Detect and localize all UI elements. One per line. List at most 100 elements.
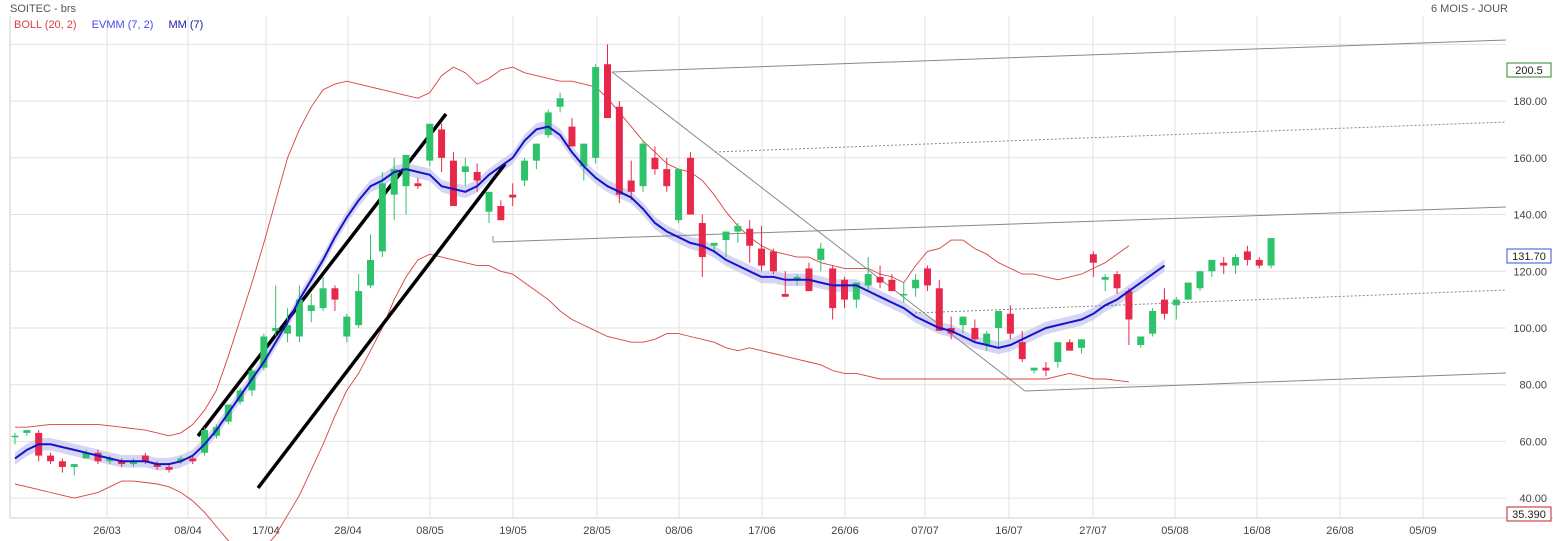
y-tick-label: 80.00	[1519, 380, 1547, 392]
candle-up	[1149, 310, 1157, 334]
boll-upper-line	[15, 66, 1130, 437]
candle-down	[1018, 342, 1026, 360]
candle-up	[130, 461, 137, 465]
candle-down	[1089, 254, 1097, 263]
candle-down	[1243, 251, 1251, 260]
x-tick-label: 05/09	[1409, 525, 1437, 537]
candle-down	[651, 157, 659, 170]
candle-down	[449, 160, 457, 207]
candle-up	[106, 458, 114, 462]
candle-up	[1172, 299, 1180, 306]
candle-up	[402, 154, 410, 187]
candle-down	[781, 293, 789, 297]
candle-up	[367, 259, 374, 286]
candle-up	[461, 166, 469, 172]
trend-channel-lower	[256, 162, 507, 490]
boll-lower-line	[14, 253, 1129, 541]
legend: BOLL (20, 2) EVMM (7, 2) MM (7)	[14, 19, 215, 31]
candle-up	[592, 67, 600, 158]
x-tick-label: 05/08	[1161, 525, 1189, 537]
x-tick-label: 08/05	[416, 525, 444, 537]
y-tick-label: 140.00	[1513, 210, 1547, 222]
candle-up	[1137, 336, 1145, 345]
candle-up	[864, 274, 872, 286]
x-tick-label: 16/07	[995, 525, 1023, 537]
candle-down	[829, 268, 837, 309]
x-tick-label: 08/06	[665, 525, 693, 537]
low-price-badge: 35.390	[1506, 506, 1552, 522]
candle-down	[923, 268, 931, 286]
candle-down	[1113, 274, 1121, 289]
candle-up	[319, 288, 327, 309]
legend-mm: MM (7)	[168, 19, 204, 31]
candle-up	[852, 282, 860, 300]
candle-up	[307, 305, 315, 311]
candle-up	[23, 430, 31, 433]
svg-text:35.390: 35.390	[1512, 509, 1546, 521]
candle-down	[118, 461, 126, 465]
candle-up	[295, 299, 303, 337]
legend-evmm: EVMM (7, 2)	[91, 19, 154, 31]
candle-down	[331, 288, 339, 300]
candle-down	[153, 464, 161, 467]
x-tick-label: 17/04	[252, 525, 280, 537]
x-tick-label: 19/05	[499, 525, 527, 537]
candle-up	[390, 169, 398, 195]
y-tick-label: 180.00	[1513, 96, 1547, 108]
x-tick-label: 28/04	[334, 525, 362, 537]
candle-down	[165, 466, 173, 470]
candle-down	[1042, 367, 1050, 371]
candle-down	[94, 452, 102, 462]
candle-up	[1078, 339, 1085, 348]
candle-down	[1255, 259, 1263, 266]
svg-text:131.70: 131.70	[1512, 251, 1546, 263]
candle-up	[983, 333, 991, 345]
candle-up	[722, 231, 730, 241]
candle-down	[473, 171, 481, 181]
fib-diagonal-line	[611, 71, 1026, 392]
candle-down	[746, 228, 754, 246]
candle-up	[70, 464, 78, 467]
candle-up	[343, 316, 351, 337]
candle-up	[793, 276, 801, 280]
candle-up	[734, 225, 742, 232]
candle-up	[1267, 238, 1275, 266]
candle-up	[284, 325, 292, 334]
fib-dotted_2-line	[914, 289, 1507, 314]
candle-up	[544, 112, 552, 136]
candle-up	[378, 183, 386, 252]
y-tick-label: 120.00	[1513, 266, 1547, 278]
candle-up	[1101, 276, 1109, 280]
candle-down	[604, 64, 611, 119]
candle-down	[497, 206, 505, 221]
candle-down	[1066, 342, 1074, 351]
candle-up	[912, 279, 920, 289]
x-tick-label: 07/07	[911, 525, 939, 537]
candle-down	[888, 279, 896, 292]
candle-up	[532, 143, 540, 161]
fib-bottom-line	[1024, 372, 1507, 392]
candle-up	[521, 160, 529, 181]
candle-down	[758, 248, 766, 266]
x-tick-label: 26/06	[831, 525, 859, 537]
candle-down	[935, 288, 943, 331]
candle-up	[1208, 259, 1216, 272]
candle-down	[568, 126, 576, 147]
mm-line	[14, 125, 1166, 466]
candle-up	[201, 430, 209, 453]
candle-up	[272, 327, 280, 331]
candle-down	[698, 223, 706, 258]
high-price-badge: 200.5	[1506, 62, 1552, 78]
x-tick-label: 16/08	[1243, 525, 1271, 537]
x-tick-label: 26/08	[1326, 525, 1354, 537]
period-label: 6 MOIS - JOUR	[1430, 3, 1508, 15]
candle-up	[959, 316, 967, 326]
x-tick-label: 08/04	[174, 525, 202, 537]
svg-text:200.5: 200.5	[1515, 65, 1543, 77]
candle-up	[355, 291, 363, 326]
candle-down	[686, 157, 694, 215]
candle-down	[509, 194, 517, 198]
candle-up	[675, 169, 683, 221]
x-tick-label: 26/03	[93, 525, 121, 537]
